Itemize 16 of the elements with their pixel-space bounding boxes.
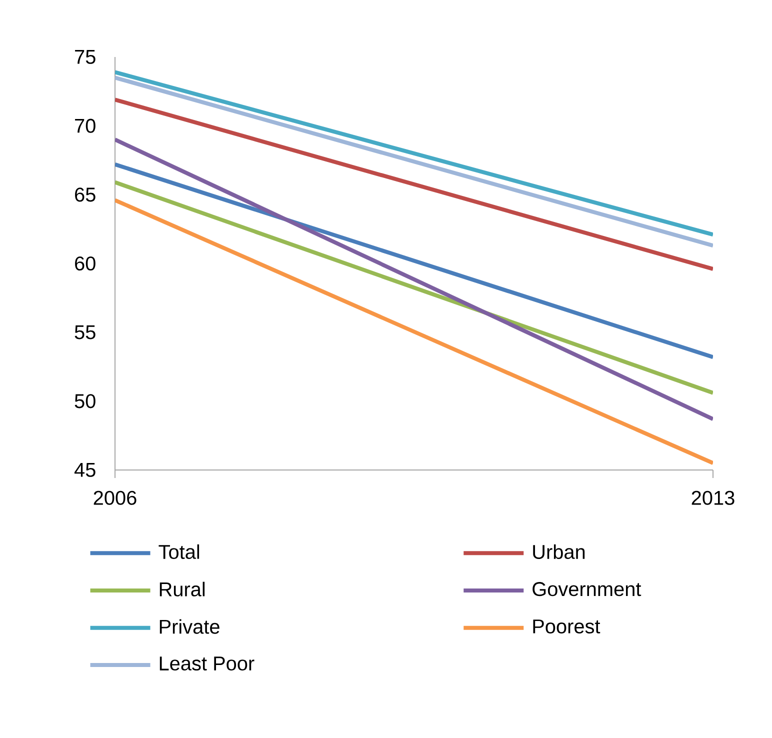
y-tick-label: 60 xyxy=(75,256,96,271)
y-tick-label: 55 xyxy=(74,325,96,340)
legend-label: Rural xyxy=(160,582,205,596)
y-tick-label: 75 xyxy=(75,50,96,64)
y-tick-label: 65 xyxy=(75,188,96,202)
y-tick-label: 50 xyxy=(74,394,96,408)
y-tick-label: 45 xyxy=(74,463,96,477)
legend-label: Government xyxy=(532,582,642,596)
legend-label: Urban xyxy=(533,544,585,560)
x-tick-label: 2013 xyxy=(692,490,734,505)
y-tick-label: 70 xyxy=(75,118,96,133)
x-tick-label: 2006 xyxy=(94,490,136,505)
legend-label: Poorest xyxy=(533,620,600,634)
legend-label: Total xyxy=(158,544,200,560)
legend-label: Private xyxy=(160,619,220,634)
legend-label: Least Poor xyxy=(160,656,254,671)
